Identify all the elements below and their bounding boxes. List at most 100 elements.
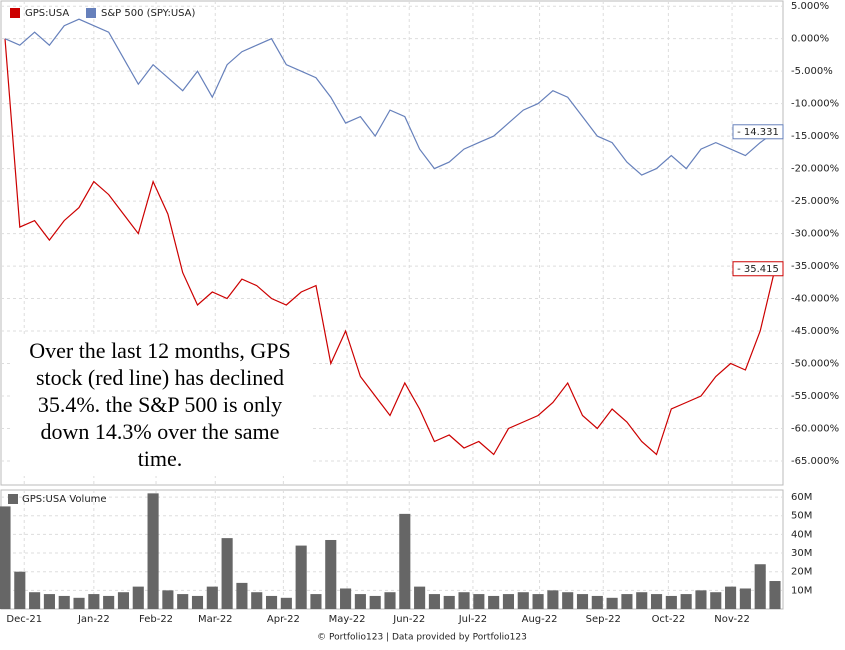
volume-bar [428, 594, 440, 609]
last-value-label: - 14.331 [737, 127, 779, 138]
volume-bar [14, 571, 26, 609]
volume-bar [177, 594, 189, 609]
volume-bar [414, 586, 426, 609]
volume-bar [310, 594, 322, 609]
volume-bar [532, 594, 544, 609]
volume-bar [769, 581, 781, 609]
annotation-box [10, 336, 310, 476]
volume-bar [369, 595, 381, 609]
volume-bar [576, 594, 589, 609]
last-value-tag [732, 124, 784, 140]
volume-bar [754, 564, 766, 609]
y-tick-label: 5.000% [791, 1, 829, 12]
y-tick-label: -40.000% [791, 294, 839, 305]
annotation-line: stock (red line) has declined [36, 365, 284, 390]
y-tick-label: -45.000% [791, 326, 839, 337]
y-tick-label: 60M [791, 492, 812, 503]
volume-bar [384, 592, 396, 609]
x-tick-label: Jul-22 [458, 614, 487, 625]
last-value-label: - 35.415 [737, 264, 779, 275]
volume-bar [547, 590, 559, 609]
volume-bar [73, 597, 85, 609]
footer: © Portfolio123 | Data provided by Portfo… [317, 633, 527, 643]
volume-bar [502, 594, 515, 609]
x-tick-label: May-22 [329, 614, 366, 625]
volume-bar [473, 594, 485, 609]
volume-bar [710, 592, 722, 609]
volume-bar [265, 595, 278, 609]
y-tick-label: -50.000% [791, 359, 839, 370]
volume-bar [725, 586, 737, 609]
volume-bar [680, 594, 692, 609]
legend-swatch [86, 8, 96, 18]
x-tick-label: Feb-22 [139, 614, 173, 625]
legend-swatch [10, 8, 20, 18]
volume-bar [621, 594, 633, 609]
volume-bar [340, 588, 352, 609]
y-tick-label: -60.000% [791, 423, 839, 434]
volume-bar [739, 588, 751, 609]
series-line [4, 38, 776, 456]
volume-bar [606, 597, 618, 609]
volume-bar [132, 586, 144, 609]
volume-bar [147, 493, 159, 609]
y-tick-label: -15.000% [791, 131, 839, 142]
x-tick-label: Oct-22 [652, 614, 686, 625]
annotation-line: down 14.3% over the same [41, 419, 280, 444]
x-tick-label: Apr-22 [267, 614, 300, 625]
y-tick-label: 40M [791, 529, 812, 540]
y-tick-label: 0.000% [791, 34, 829, 45]
last-value-tag [732, 261, 784, 277]
volume-bar [695, 590, 707, 609]
volume-bar [636, 592, 648, 609]
x-tick-label: Aug-22 [522, 614, 558, 625]
volume-bar [354, 594, 366, 609]
volume-bar [29, 592, 41, 609]
volume-bar [206, 586, 218, 609]
volume-bar [562, 592, 574, 609]
y-tick-label: -25.000% [791, 196, 839, 207]
volume-bar [0, 506, 11, 609]
x-tick-label: Jan-22 [77, 614, 110, 625]
y-tick-label: -35.000% [791, 261, 839, 272]
volume-bar [665, 595, 677, 609]
volume-bar [58, 595, 70, 609]
volume-bar [488, 595, 500, 609]
x-tick-label: Dec-21 [6, 614, 42, 625]
volume-bar [295, 545, 307, 609]
volume-bar [443, 595, 455, 609]
annotation-line: 35.4%. the S&P 500 is only [38, 392, 282, 417]
y-tick-label: -5.000% [791, 66, 833, 77]
volume-bar [591, 595, 603, 609]
y-tick-label: -20.000% [791, 164, 839, 175]
volume-bar [43, 594, 55, 609]
volume-bar [458, 592, 470, 609]
x-tick-label: Mar-22 [198, 614, 233, 625]
y-tick-label: -55.000% [791, 391, 839, 402]
x-tick-label: Jun-22 [392, 614, 425, 625]
y-tick-label: -30.000% [791, 229, 839, 240]
annotation-line: time. [138, 446, 183, 471]
y-tick-label: -65.000% [791, 456, 839, 467]
volume-bar [251, 592, 263, 609]
volume-bar [191, 595, 204, 609]
volume-bar [650, 594, 663, 609]
volume-bar [117, 592, 130, 609]
legend-swatch [8, 494, 18, 504]
annotation-line: Over the last 12 months, GPS [29, 338, 291, 363]
volume-frame [0, 489, 784, 610]
y-tick-label: 50M [791, 511, 812, 522]
volume-bar [280, 597, 292, 609]
volume-bar [88, 594, 100, 609]
legend-label: GPS:USA [25, 8, 69, 19]
x-tick-label: Nov-22 [714, 614, 750, 625]
y-tick-label: 20M [791, 567, 812, 578]
volume-bar [517, 592, 529, 609]
legend-label: GPS:USA Volume [22, 494, 107, 505]
volume-bar [325, 539, 337, 609]
y-tick-label: 30M [791, 548, 812, 559]
legend-label: S&P 500 (SPY:USA) [101, 8, 196, 19]
volume-bar [103, 595, 115, 609]
y-tick-label: -10.000% [791, 99, 839, 110]
